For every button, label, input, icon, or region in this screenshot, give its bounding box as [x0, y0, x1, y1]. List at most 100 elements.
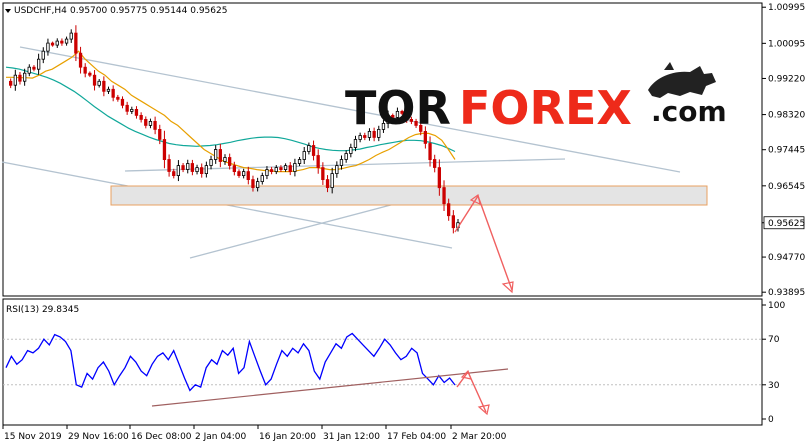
price-tick-label: 0.94770 [768, 253, 805, 263]
candle-body [325, 179, 330, 189]
candle-body [400, 111, 404, 114]
candle-body [92, 74, 97, 86]
candle-body [181, 165, 185, 171]
candle-body [204, 165, 209, 175]
candle-body [246, 171, 250, 181]
forecast-arrowhead-up [469, 193, 481, 206]
candle-body [297, 159, 302, 164]
x-tick-label: 29 Nov 16:00 [68, 432, 129, 442]
candle-body [195, 167, 199, 173]
price-tick-label: 1.00995 [768, 3, 805, 13]
candle-body [255, 181, 260, 189]
candle-body [395, 111, 400, 118]
candle-body [358, 135, 362, 140]
rsi-arrowhead-up [460, 369, 472, 380]
candle-body [227, 157, 232, 166]
x-tick-label: 15 Nov 2019 [4, 432, 62, 442]
price-tick-label: 0.95625 [768, 219, 805, 229]
price-tick-label: 0.98320 [768, 111, 805, 121]
candle-body [64, 38, 69, 44]
x-tick-label: 16 Dec 08:00 [131, 432, 192, 442]
candle-body [293, 163, 297, 172]
candle-body [116, 96, 120, 100]
price-tick-label: 0.93895 [768, 288, 805, 298]
bull-icon [648, 62, 716, 98]
candle-body [269, 169, 274, 173]
candle-body [74, 32, 78, 54]
candle-body [265, 169, 269, 177]
candle-body [279, 167, 283, 171]
candle-body [153, 121, 157, 130]
candle-body [199, 167, 204, 175]
candle-body [363, 135, 367, 138]
rsi-tick-label: 0 [768, 415, 774, 425]
candle-body [442, 187, 446, 205]
candle-body [344, 153, 348, 160]
candle-body [423, 130, 428, 144]
candle-body [50, 42, 55, 46]
candle-body [78, 52, 83, 68]
x-tick-label: 16 Jan 20:00 [259, 432, 316, 442]
candle-body [102, 80, 106, 92]
candle-body [18, 74, 22, 82]
candle-body [241, 171, 246, 177]
candle-body [111, 88, 115, 98]
x-tick-label: 2 Jan 04:00 [195, 432, 247, 442]
candle-body [451, 215, 456, 229]
candle-body [316, 155, 320, 168]
candle-body [8, 80, 13, 86]
candle-body [83, 66, 87, 74]
candle-body [41, 50, 45, 60]
candle-body [353, 139, 358, 148]
candle-body [339, 159, 344, 166]
ma-slow-line [5, 66, 456, 153]
brand-part-forex: FOREX [459, 81, 632, 135]
candle-body [32, 66, 36, 70]
candle-body [311, 145, 316, 156]
candle-body [232, 165, 237, 173]
candle-body [260, 175, 264, 183]
candle-body [186, 163, 190, 170]
candle-body [60, 40, 64, 44]
rsi-tick-label: 70 [768, 335, 780, 345]
candle-body [237, 171, 241, 177]
price-tick-label: 0.99220 [768, 74, 805, 84]
brand-part-com: .com [651, 95, 727, 128]
candle-body [349, 147, 353, 154]
candle-body [330, 173, 334, 189]
brand-part-tor: TOR [345, 81, 451, 135]
torforex-logo: TOR FOREX .com [345, 62, 727, 135]
support-zone [110, 185, 708, 206]
candle-body [283, 165, 288, 171]
symbol-label: USDCHF,H4 [14, 6, 67, 16]
candle-body [148, 121, 153, 126]
candle-body [190, 163, 195, 172]
candle-body [97, 80, 101, 86]
candle-body [37, 58, 41, 70]
candle-body [120, 98, 125, 106]
candle-body [372, 130, 376, 138]
candle-body [218, 149, 223, 162]
candle-body [46, 42, 50, 52]
candle-body [13, 74, 18, 86]
rsi-panel: RSI(13) 29.8345 [2, 298, 763, 426]
candle-body [391, 115, 395, 118]
candle-body [414, 121, 418, 126]
candle-body [55, 40, 59, 46]
candle-body [167, 159, 171, 172]
candle-body [158, 128, 162, 140]
candle-body [381, 123, 386, 130]
candle-body [125, 104, 129, 112]
candle-body [409, 119, 414, 122]
price-tick-label: 0.97445 [768, 146, 805, 156]
candle-body [321, 167, 325, 181]
rsi-panel-frame [2, 298, 763, 426]
candle-body [377, 128, 381, 138]
candle-body [144, 119, 148, 126]
candle-body [446, 203, 451, 217]
ohlc-readout: 0.95700 0.95775 0.95144 0.95625 [70, 6, 227, 16]
candle-body [22, 72, 27, 82]
candle-body [139, 115, 143, 120]
rsi-arrowhead-down [477, 404, 490, 416]
x-tick-label: 2 Mar 20:00 [452, 432, 507, 442]
